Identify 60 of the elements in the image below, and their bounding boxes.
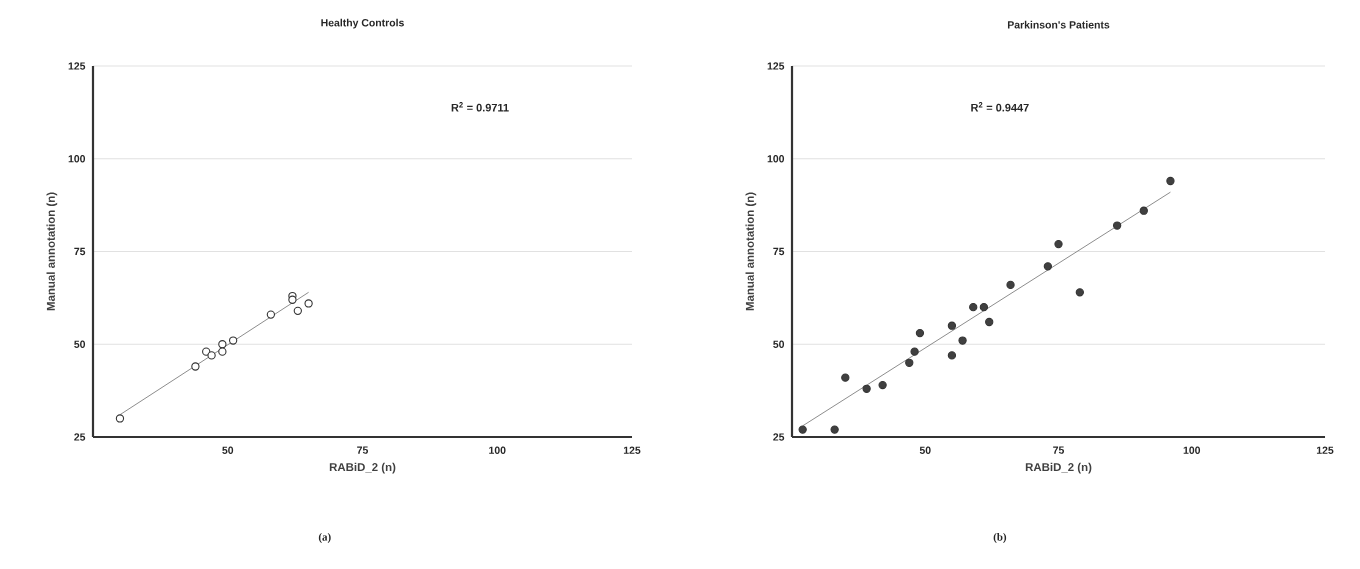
point: [910, 347, 919, 356]
y-axis-title: Manual annotation (n): [745, 192, 757, 311]
point: [1075, 288, 1084, 297]
y-tick-label: 25: [74, 433, 86, 441]
annotation: R$^{2}$ = 0.9711: [451, 102, 509, 112]
y-tick-label: 125: [68, 62, 86, 70]
point: [878, 380, 887, 390]
point: [304, 299, 313, 308]
point: [979, 303, 989, 312]
text: (a): [318, 532, 331, 543]
point: [798, 425, 807, 434]
point: [1054, 239, 1063, 249]
x-axis-title: RABiD_2 (n): [1025, 462, 1092, 474]
point: [218, 347, 227, 356]
point: [191, 362, 200, 371]
chart-title: Parkinson's Patients: [1007, 20, 1110, 29]
x-tick-label: 125: [623, 446, 641, 454]
point: [969, 303, 978, 312]
point: [218, 340, 227, 349]
point: [905, 358, 914, 367]
x-tick-label: 75: [1053, 446, 1065, 454]
point: [958, 336, 967, 345]
point: [266, 310, 276, 319]
x-tick-label: 125: [1316, 446, 1334, 454]
point: [1166, 176, 1175, 186]
point: [288, 295, 297, 304]
point: [1112, 221, 1122, 230]
y-tick-label: 100: [767, 155, 785, 163]
point: [985, 317, 994, 327]
y-tick-label: 75: [74, 247, 86, 256]
point: [1139, 206, 1148, 215]
point: [115, 414, 125, 423]
y-axis-title: Manual annotation (n): [46, 192, 58, 311]
point: [207, 351, 216, 360]
point: [947, 351, 957, 360]
x-tick-label: 100: [1183, 446, 1201, 454]
point: [293, 306, 302, 316]
text: (b): [993, 532, 1007, 543]
point: [830, 425, 839, 434]
point: [228, 336, 238, 345]
x-tick-label: 50: [919, 446, 931, 454]
chart-title: Healthy Controls: [321, 18, 404, 29]
y-tick-label: 50: [74, 340, 86, 348]
point: [1043, 262, 1052, 271]
point: [862, 384, 871, 393]
point: [947, 321, 957, 330]
y-tick-label: 50: [773, 340, 785, 348]
y-tick-label: 25: [773, 433, 785, 441]
y-tick-label: 75: [773, 247, 785, 256]
point: [915, 328, 925, 338]
point: [202, 347, 211, 356]
point: [841, 373, 850, 382]
annotation: R$^{2}$ = 0.9447: [971, 102, 1029, 112]
x-tick-label: 100: [489, 446, 506, 454]
x-tick-label: 75: [357, 446, 369, 454]
x-tick-label: 50: [222, 446, 234, 454]
x-axis-title: RABiD_2 (n): [329, 462, 396, 474]
point: [1006, 280, 1015, 290]
y-tick-label: 125: [767, 62, 785, 70]
y-tick-label: 100: [68, 155, 86, 163]
